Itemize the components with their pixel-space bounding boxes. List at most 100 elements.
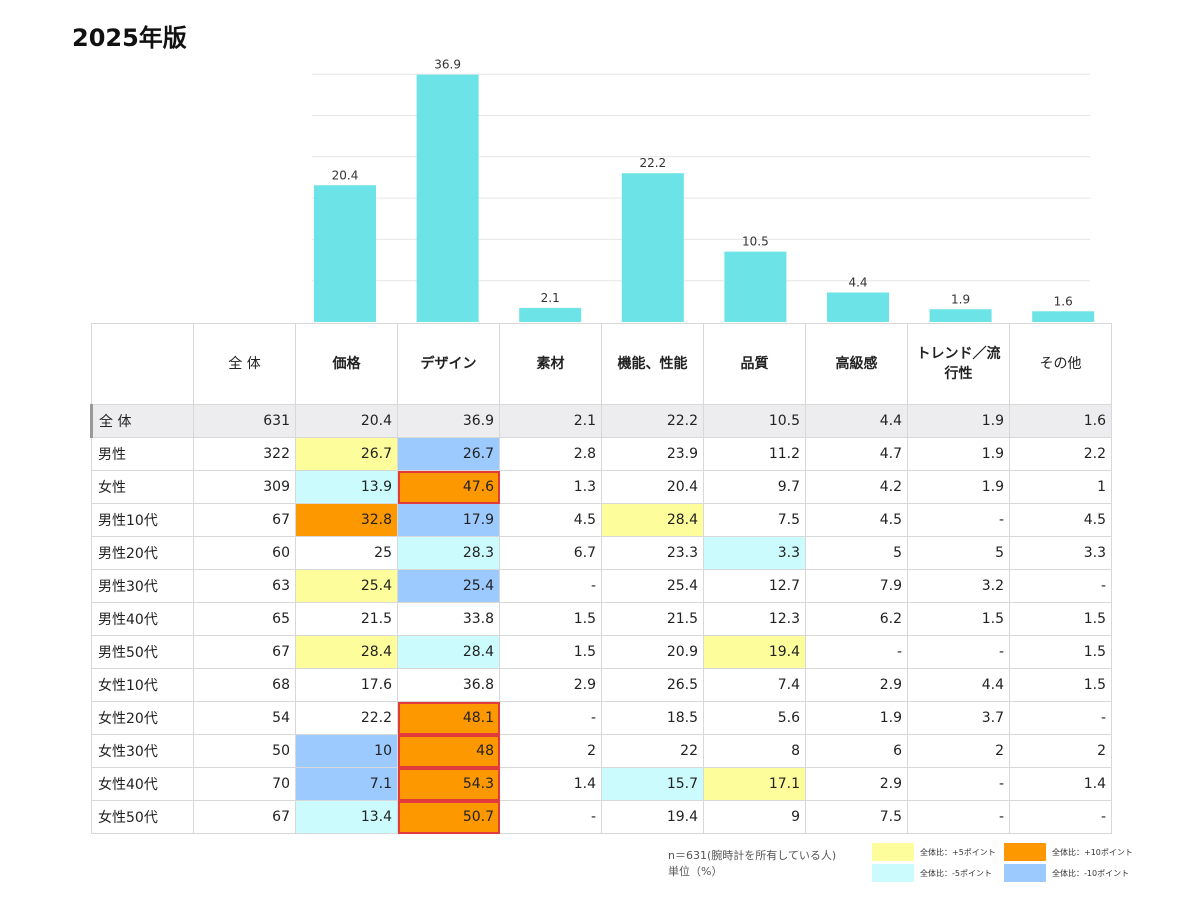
value-cell: - bbox=[907, 635, 1010, 669]
value-cell: 1 bbox=[1009, 470, 1112, 504]
row-label: 男性10代 bbox=[91, 503, 194, 537]
sample-count-cell: 67 bbox=[193, 503, 296, 537]
column-header: 機能、性能 bbox=[601, 323, 704, 405]
table-row: 女性10代 68 17.6 36.8 2.9 26.5 7.4 2.9 4.4 1.5 bbox=[91, 668, 1112, 702]
value-cell: 11.2 bbox=[703, 437, 806, 471]
value-cell: 1.5 bbox=[1009, 602, 1112, 636]
value-cell: 4.4 bbox=[805, 404, 908, 438]
sample-count-cell: 70 bbox=[193, 767, 296, 801]
value-cell: 15.7 bbox=[601, 767, 704, 801]
value-cell: 20.9 bbox=[601, 635, 704, 669]
value-cell: 25 bbox=[295, 536, 398, 570]
value-cell: 1.9 bbox=[907, 437, 1010, 471]
row-label: 女性20代 bbox=[91, 701, 194, 735]
bar-3 bbox=[519, 307, 582, 322]
row-label: 全 体 bbox=[90, 404, 194, 438]
column-header: デザイン bbox=[397, 323, 500, 405]
table-row: 女性30代 50 10 48 2 22 8 6 2 2 bbox=[91, 734, 1112, 768]
row-label: 男性30代 bbox=[91, 569, 194, 603]
value-cell: 13.9 bbox=[295, 470, 398, 504]
sample-count-cell: 309 bbox=[193, 470, 296, 504]
bar-value-label: 1.9 bbox=[951, 292, 970, 306]
value-cell: 4.5 bbox=[1009, 503, 1112, 537]
row-label: 男性20代 bbox=[91, 536, 194, 570]
value-cell: - bbox=[907, 800, 1010, 834]
value-cell: - bbox=[499, 800, 602, 834]
value-cell: 13.4 bbox=[295, 800, 398, 834]
value-cell: 10 bbox=[295, 734, 398, 768]
table-row: 女性50代 67 13.4 50.7-19.4 9 7.5- - bbox=[91, 800, 1112, 834]
value-cell: 5 bbox=[907, 536, 1010, 570]
table-row: 女性40代 70 7.1 54.3 1.4 15.7 17.1 2.9-1.4 bbox=[91, 767, 1112, 801]
value-cell: 50.7 bbox=[397, 800, 500, 834]
bar-2 bbox=[416, 74, 479, 322]
value-cell: 3.3 bbox=[1009, 536, 1112, 570]
data-table: 全 体価格 デザイン 素材 機能、性能 品質 高級感 トレンド／流行性 その他 全 体 631 2… bbox=[90, 323, 1112, 834]
value-cell: - bbox=[805, 635, 908, 669]
row-label: 女性40代 bbox=[91, 767, 194, 801]
value-cell: 25.4 bbox=[397, 569, 500, 603]
column-header: 素材 bbox=[499, 323, 602, 405]
value-cell: 3.3 bbox=[703, 536, 806, 570]
value-cell: 47.6 bbox=[397, 470, 500, 504]
row-label: 男性 bbox=[91, 437, 194, 471]
bar-value-label: 22.2 bbox=[639, 156, 666, 170]
legend-label: 全体比：+5ポイント bbox=[920, 848, 996, 857]
value-cell: 1.4 bbox=[1009, 767, 1112, 801]
value-cell: 7.5 bbox=[703, 503, 806, 537]
column-header: トレンド／流行性 bbox=[907, 323, 1010, 405]
value-cell: 32.8 bbox=[295, 503, 398, 537]
value-cell: 1.9 bbox=[805, 701, 908, 735]
bar-6 bbox=[827, 292, 889, 322]
bar-1 bbox=[314, 185, 376, 322]
value-cell: 25.4 bbox=[295, 569, 398, 603]
sample-count-cell: 54 bbox=[193, 701, 296, 735]
value-cell: 2.2 bbox=[1009, 437, 1112, 471]
value-cell: - bbox=[907, 503, 1010, 537]
value-cell: 2.9 bbox=[499, 668, 602, 702]
sample-count-cell: 68 bbox=[193, 668, 296, 702]
value-cell: 6 bbox=[805, 734, 908, 768]
table-row: 男性 322 26.7 26.7 2.8 23.9 11.2 4.7 1.9 2.2 bbox=[91, 437, 1112, 471]
table-row: 全 体 631 20.4 36.9 2.1 22.2 10.5 4.4 1.9 1.6 bbox=[90, 404, 1112, 438]
table-row: 女性 309 13.9 47.6 1.3 20.4 9.7 4.2 1.9 1 bbox=[91, 470, 1112, 504]
value-cell: - bbox=[1009, 701, 1112, 735]
column-header: 高級感 bbox=[805, 323, 908, 405]
value-cell: 26.7 bbox=[397, 437, 500, 471]
value-cell: 4.5 bbox=[499, 503, 602, 537]
bar-chart: 20.4 36.9 2.1 22.2 10.5 4.4 1.9 1.6 bbox=[312, 58, 1095, 322]
value-cell: 9.7 bbox=[703, 470, 806, 504]
value-cell: - bbox=[907, 767, 1010, 801]
value-cell: 2.9 bbox=[805, 767, 908, 801]
value-cell: 28.4 bbox=[295, 635, 398, 669]
unit-text: 単位（%） bbox=[668, 865, 723, 878]
value-cell: 5 bbox=[805, 536, 908, 570]
value-cell: 4.2 bbox=[805, 470, 908, 504]
value-cell: 28.3 bbox=[397, 536, 500, 570]
value-cell: 2 bbox=[499, 734, 602, 768]
value-cell: 17.9 bbox=[397, 503, 500, 537]
value-cell: 2.8 bbox=[499, 437, 602, 471]
value-cell: 48.1 bbox=[397, 701, 500, 735]
sample-count-cell: 65 bbox=[193, 602, 296, 636]
table-header-row: 全 体価格 デザイン 素材 機能、性能 品質 高級感 トレンド／流行性 その他 bbox=[91, 323, 1112, 405]
value-cell: 6.2 bbox=[805, 602, 908, 636]
bar-value-label: 2.1 bbox=[541, 291, 560, 305]
sample-count-cell: 63 bbox=[193, 569, 296, 603]
value-cell: 10.5 bbox=[703, 404, 806, 438]
value-cell: 1.5 bbox=[1009, 635, 1112, 669]
sample-count-cell: 50 bbox=[193, 734, 296, 768]
bar-4 bbox=[621, 173, 684, 322]
value-cell: - bbox=[1009, 800, 1112, 834]
legend-label: 全体比：-10ポイント bbox=[1052, 869, 1130, 878]
sample-note: n＝631(腕時計を所有している人) 単位（%） bbox=[668, 848, 836, 880]
value-cell: 1.3 bbox=[499, 470, 602, 504]
value-cell: 19.4 bbox=[703, 635, 806, 669]
value-cell: 4.7 bbox=[805, 437, 908, 471]
value-cell: 7.9 bbox=[805, 569, 908, 603]
value-cell: 26.5 bbox=[601, 668, 704, 702]
value-cell: 36.8 bbox=[397, 668, 500, 702]
sample-count-cell: 67 bbox=[193, 635, 296, 669]
value-cell: 9 bbox=[703, 800, 806, 834]
value-cell: 5.6 bbox=[703, 701, 806, 735]
